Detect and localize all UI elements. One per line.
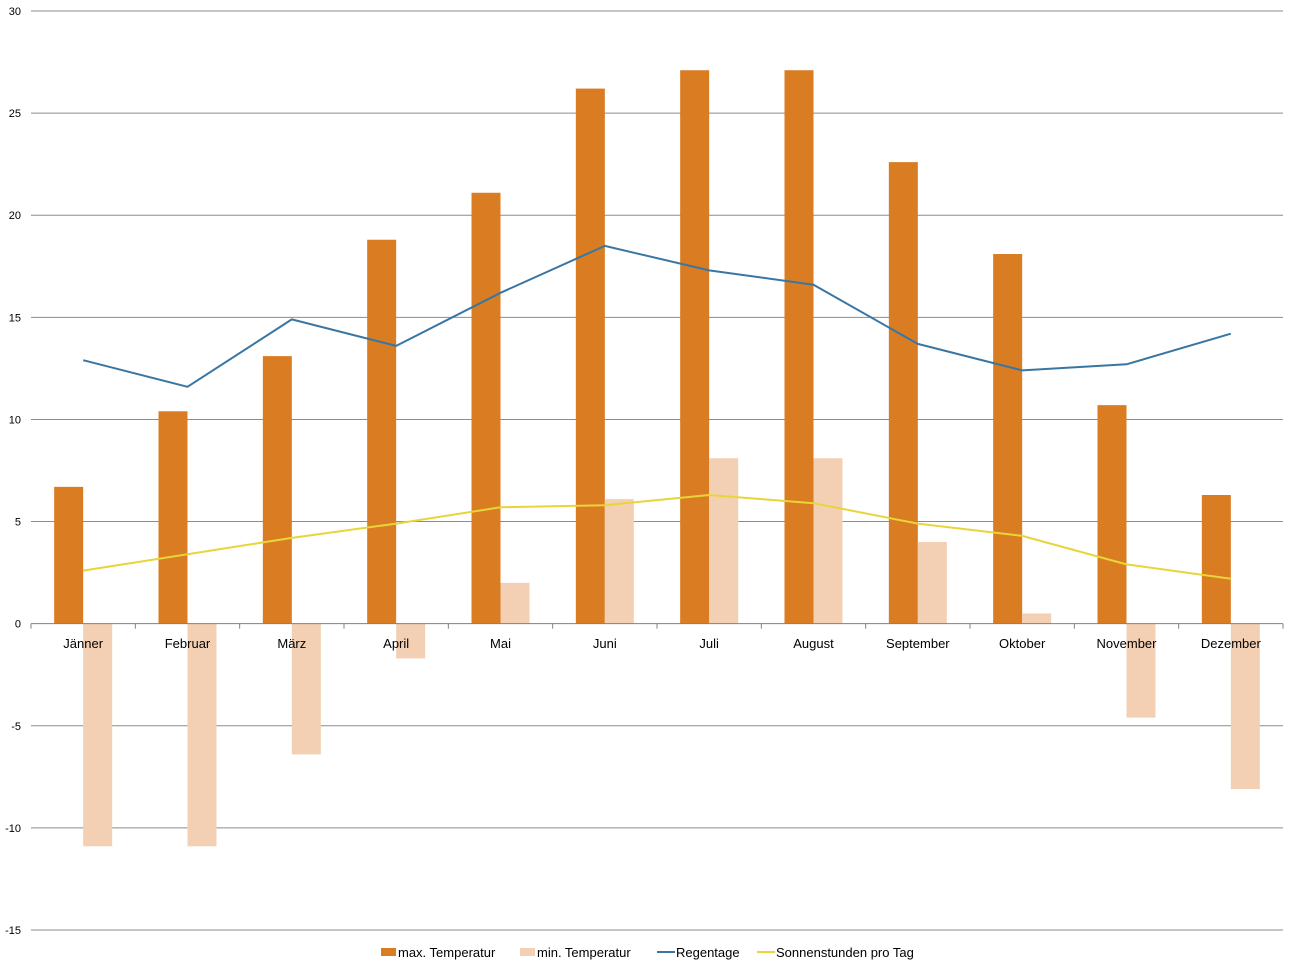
legend: max. Temperatur min. Temperatur Regentage S… — [381, 945, 914, 960]
regentage-line — [82, 244, 1232, 388]
y-tick-label: 25 — [9, 108, 21, 120]
y-tick-label: 15 — [9, 312, 21, 324]
sonnenstunden-line — [83, 494, 1231, 580]
y-tick-label: 5 — [15, 517, 21, 529]
x-category-label: August — [793, 636, 834, 651]
min-temperature-bar — [709, 458, 739, 624]
y-tick-label: -10 — [5, 823, 21, 835]
x-category-label: September — [886, 636, 950, 651]
x-category-label: Juni — [593, 636, 617, 651]
y-tick-label: 30 — [9, 6, 21, 18]
min-temperature-bar — [396, 623, 426, 659]
y-axis-tick-labels: 30 25 20 15 10 5 0 -5 -10 -15 — [5, 6, 21, 937]
y-tick-label: -15 — [5, 925, 21, 937]
min-temperature-bar — [83, 623, 113, 847]
min-temperature-bar — [1126, 623, 1156, 718]
min-temperature-bar — [813, 458, 843, 624]
max-temperature-bar — [158, 411, 188, 624]
legend-label: min. Temperatur — [537, 945, 631, 960]
x-category-label: Oktober — [999, 636, 1046, 651]
legend-label: Regentage — [676, 945, 740, 960]
max-temperature-bar — [784, 70, 814, 624]
min-temperature-bar — [1230, 623, 1260, 790]
legend-label: max. Temperatur — [398, 945, 496, 960]
max-temperature-bar — [262, 356, 292, 624]
min-temperature-bar — [917, 541, 947, 624]
line-series — [82, 244, 1232, 580]
x-category-label: November — [1097, 636, 1158, 651]
legend-swatch — [520, 948, 535, 956]
min-temperature-bar — [604, 499, 634, 624]
legend-label: Sonnenstunden pro Tag — [776, 945, 914, 960]
x-category-label: Jänner — [63, 636, 103, 651]
max-temperature-bar — [471, 192, 501, 624]
min-temperature-bar — [291, 623, 321, 755]
max-temperature-bar — [575, 88, 605, 624]
max-temperature-bar — [1201, 495, 1231, 624]
x-category-label: Juli — [699, 636, 719, 651]
legend-swatch — [381, 948, 396, 956]
x-axis-category-labels: Jänner Februar März April Mai Juni Juli August S… — [63, 636, 1261, 651]
zero-axis — [30, 623, 1284, 629]
max-temperature-bar — [993, 254, 1023, 624]
min-temperature-bar — [187, 623, 217, 847]
y-tick-label: 0 — [15, 619, 21, 631]
y-tick-label: 10 — [9, 414, 21, 426]
min-temperature-bar — [1022, 613, 1052, 624]
y-tick-label: 20 — [9, 210, 21, 222]
max-temperature-bar — [54, 486, 84, 624]
x-category-label: März — [277, 636, 306, 651]
min-temperature-bar — [500, 582, 530, 624]
max-temperature-bar — [1097, 405, 1127, 624]
gridlines — [31, 10, 1283, 931]
x-category-label: April — [383, 636, 409, 651]
x-category-label: Februar — [165, 636, 211, 651]
bar-series — [54, 70, 1260, 847]
max-temperature-bar — [367, 239, 397, 624]
x-category-label: Mai — [490, 636, 511, 651]
max-temperature-bar — [888, 162, 918, 624]
y-tick-label: -5 — [11, 721, 21, 733]
max-temperature-bar — [680, 70, 710, 624]
x-category-label: Dezember — [1201, 636, 1262, 651]
